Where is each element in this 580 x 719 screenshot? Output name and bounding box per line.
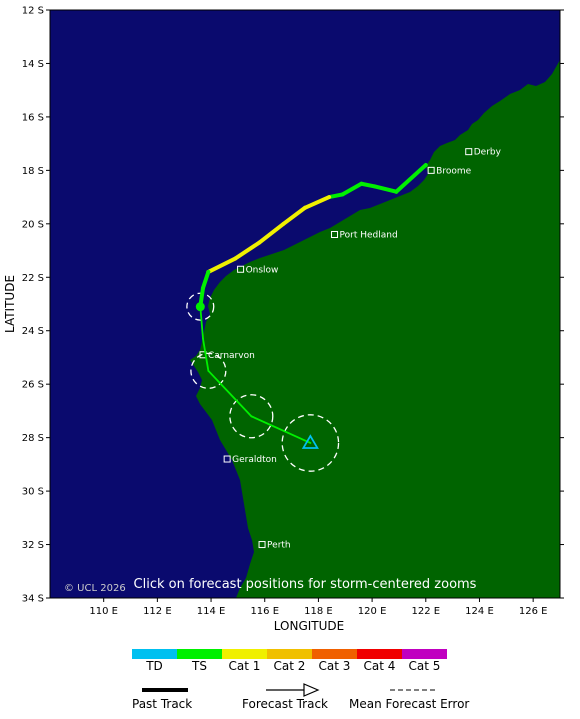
legend-color-swatch xyxy=(177,649,222,659)
forecast-error-circle[interactable] xyxy=(229,394,274,439)
city-label: Geraldton xyxy=(232,455,277,465)
city-label: Onslow xyxy=(246,265,279,275)
forecast-track-segment xyxy=(202,337,210,372)
lat-tick-label: 12 S xyxy=(22,6,44,17)
city-label: Broome xyxy=(436,166,471,176)
lon-tick-label: 124 E xyxy=(465,606,494,617)
past-track-segment xyxy=(303,195,332,210)
forecast-track-segment xyxy=(199,305,204,340)
lon-tick-label: 112 E xyxy=(143,606,172,617)
city-marker xyxy=(258,541,266,549)
lon-tick-label: 110 E xyxy=(89,606,118,617)
lon-tick-label: 116 E xyxy=(250,606,279,617)
city-label: Derby xyxy=(474,148,502,158)
legend-category-label: Cat 4 xyxy=(364,659,396,673)
forecast-track-segment xyxy=(250,415,312,444)
error-label: Mean Forecast Error xyxy=(349,697,469,711)
current-position-marker[interactable] xyxy=(195,302,205,312)
past-track-segment xyxy=(340,181,364,197)
past-track-segment xyxy=(327,192,345,200)
lat-tick-label: 14 S xyxy=(22,59,44,70)
legend-category-label: Cat 2 xyxy=(274,659,306,673)
city-marker xyxy=(331,231,339,239)
x-axis-title: LONGITUDE xyxy=(274,619,344,633)
past-track-label: Past Track xyxy=(132,697,192,711)
legend-category-label: TS xyxy=(191,659,207,673)
zoom-instruction: Click on forecast positions for storm-ce… xyxy=(134,577,477,592)
legend-color-swatch xyxy=(267,649,312,659)
storm-tracks xyxy=(198,163,428,444)
past-track-segment xyxy=(257,221,286,245)
forecast-end-marker[interactable] xyxy=(301,434,319,449)
legend-color-swatch xyxy=(402,649,447,659)
axis-ticks: 12 S 14 S 16 S 18 S 20 S 22 S 24 S 26 S 28 S 30 S… xyxy=(22,6,564,617)
lat-tick-label: 20 S xyxy=(22,219,44,230)
legend-category-label: Cat 1 xyxy=(229,659,261,673)
lat-tick-label: 22 S xyxy=(22,273,44,284)
legend-color-swatch xyxy=(312,649,357,659)
past-track-segment xyxy=(201,269,211,290)
city-label: Carnarvon xyxy=(208,351,255,361)
copyright-text: © UCL 2026 xyxy=(64,583,126,594)
past-track-segment xyxy=(206,256,238,274)
past-track-segment xyxy=(281,205,307,226)
city-marker xyxy=(427,166,435,174)
lat-tick-label: 16 S xyxy=(22,112,44,123)
forecast-track-swatch xyxy=(266,683,320,697)
city-label: Perth xyxy=(267,541,291,551)
city-marker xyxy=(237,265,245,273)
lat-tick-label: 32 S xyxy=(22,540,44,551)
past-track-segment xyxy=(233,240,262,261)
forecast-error-circle[interactable] xyxy=(281,414,340,472)
legend-color-swatch xyxy=(222,649,267,659)
past-track-segment xyxy=(372,184,399,194)
forecast-error-circle[interactable] xyxy=(190,352,227,389)
past-track-segment xyxy=(394,163,428,194)
australia-landmass xyxy=(190,60,560,598)
y-axis-title: LATITUDE xyxy=(3,275,17,333)
lon-tick-label: 118 E xyxy=(304,606,333,617)
legend-color-swatch xyxy=(132,649,177,659)
lon-tick-label: 114 E xyxy=(197,606,226,617)
legend-color-swatch xyxy=(357,649,402,659)
past-track-segment xyxy=(359,181,377,189)
legend-category-label: TD xyxy=(145,659,163,673)
city-marker xyxy=(223,455,231,463)
lat-tick-label: 24 S xyxy=(22,326,44,337)
map-frame xyxy=(49,9,561,599)
lon-tick-label: 122 E xyxy=(411,606,440,617)
legend-category-label: Cat 5 xyxy=(409,659,441,673)
lat-tick-label: 18 S xyxy=(22,166,44,177)
lat-tick-label: 30 S xyxy=(22,487,44,498)
forecast-track-segment xyxy=(207,369,253,418)
legend-category-label: Cat 3 xyxy=(319,659,351,673)
lon-tick-label: 120 E xyxy=(358,606,387,617)
lon-tick-label: 126 E xyxy=(519,606,548,617)
city-label: Port Hedland xyxy=(340,231,398,241)
forecast-track-label: Forecast Track xyxy=(242,697,328,711)
lat-tick-label: 34 S xyxy=(22,594,44,605)
intensity-legend: TD TS Cat 1 Cat 2 Cat 3 Cat 4 Cat 5 xyxy=(132,649,447,673)
lat-tick-label: 26 S xyxy=(22,380,44,391)
city-marker xyxy=(465,148,473,156)
lat-tick-label: 28 S xyxy=(22,433,44,444)
storm-position-markers[interactable] xyxy=(195,302,319,449)
